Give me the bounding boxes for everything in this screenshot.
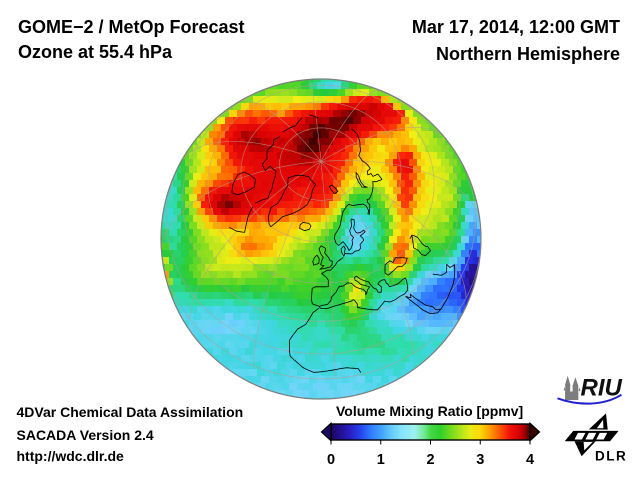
svg-text:4: 4 (526, 452, 534, 468)
svg-text:3: 3 (476, 452, 484, 468)
svg-text:0: 0 (327, 452, 335, 468)
svg-text:DLR: DLR (595, 449, 627, 464)
svg-text:RIU: RIU (581, 375, 623, 402)
svg-text:1: 1 (377, 452, 385, 468)
svg-text:2: 2 (426, 452, 434, 468)
